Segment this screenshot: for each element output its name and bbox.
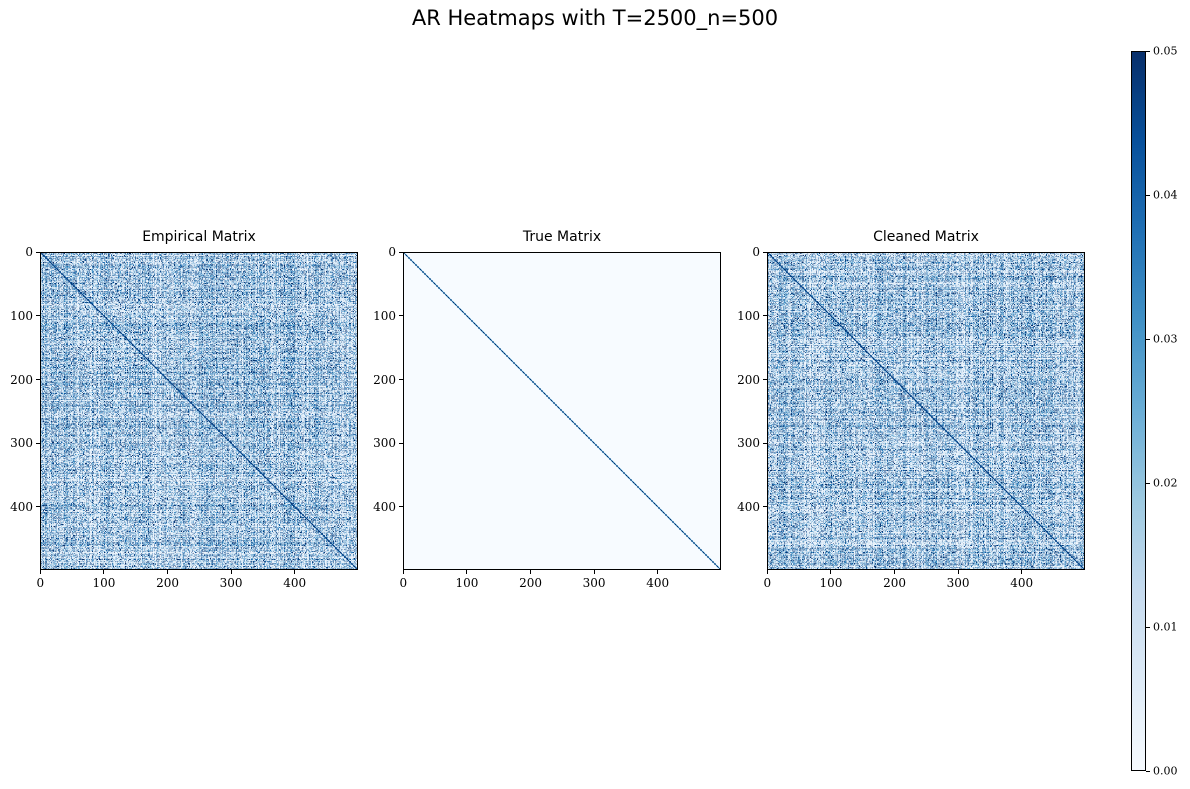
cleaned-x-tick [766, 570, 768, 574]
empirical-y-tick [36, 379, 40, 381]
colorbar-tick [1146, 338, 1150, 340]
cleaned-x-tick-label: 100 [819, 576, 843, 590]
cleaned-x-tick [830, 570, 832, 574]
figure-title: AR Heatmaps with T=2500_n=500 [411, 6, 779, 30]
cleaned-y-tick [763, 251, 767, 253]
empirical-x-tick [167, 570, 169, 574]
true-x-tick [402, 570, 404, 574]
empirical-x-tick-label: 300 [219, 576, 243, 590]
cleaned-x-tick-label: 400 [1010, 576, 1034, 590]
empirical-panel-title: Empirical Matrix [142, 229, 256, 245]
empirical-x-tick [294, 570, 296, 574]
true-heatmap [403, 252, 721, 570]
empirical-x-tick-label: 200 [156, 576, 179, 590]
cleaned-x-tick [957, 570, 959, 574]
empirical-y-tick [36, 442, 40, 444]
true-y-tick [399, 315, 403, 317]
cleaned-x-tick-label: 200 [883, 576, 906, 590]
true-y-tick-label: 200 [373, 372, 396, 387]
true-x-tick [466, 570, 468, 574]
cleaned-y-tick [763, 315, 767, 317]
colorbar-tick [1146, 50, 1150, 52]
true-y-tick [399, 379, 403, 381]
empirical-y-tick-label: 200 [10, 372, 33, 387]
true-y-tick-label: 400 [373, 499, 396, 514]
colorbar-tick [1146, 770, 1150, 772]
colorbar-tick-label: 0.03 [1153, 332, 1178, 346]
colorbar-tick-label: 0.01 [1153, 620, 1178, 634]
colorbar-tick-label: 0.02 [1153, 476, 1178, 490]
cleaned-y-tick-label: 200 [737, 372, 760, 387]
true-y-tick-label: 0 [388, 245, 396, 260]
colorbar-tick-label: 0.05 [1153, 44, 1178, 58]
true-x-tick [657, 570, 659, 574]
cleaned-x-tick-label: 300 [946, 576, 970, 590]
empirical-x-tick [230, 570, 232, 574]
empirical-y-tick-label: 400 [10, 499, 33, 514]
cleaned-x-tick [894, 570, 896, 574]
cleaned-y-tick-label: 300 [737, 436, 760, 451]
colorbar-tick-label: 0.04 [1153, 188, 1178, 202]
empirical-x-tick [103, 570, 105, 574]
cleaned-y-tick-label: 400 [737, 499, 760, 514]
empirical-x-tick-label: 400 [283, 576, 307, 590]
colorbar-tick-label: 0.00 [1153, 764, 1178, 778]
true-x-tick-label: 100 [455, 576, 479, 590]
empirical-x-tick-label: 0 [36, 576, 45, 590]
empirical-y-tick-label: 300 [10, 436, 33, 451]
true-y-tick-label: 100 [373, 308, 396, 323]
empirical-y-tick [36, 251, 40, 253]
colorbar-tick [1146, 626, 1150, 628]
cleaned-y-tick [763, 442, 767, 444]
cleaned-y-tick [763, 506, 767, 508]
true-x-tick [593, 570, 595, 574]
true-x-tick-label: 0 [399, 576, 408, 590]
empirical-heatmap [40, 252, 358, 570]
true-y-tick-label: 300 [373, 436, 396, 451]
cleaned-y-tick-label: 0 [752, 245, 760, 260]
true-y-tick [399, 251, 403, 253]
empirical-y-tick [36, 315, 40, 317]
empirical-x-tick-label: 100 [92, 576, 116, 590]
true-panel-title: True Matrix [522, 229, 602, 245]
empirical-y-tick [36, 506, 40, 508]
true-y-tick [399, 442, 403, 444]
colorbar-tick [1146, 482, 1150, 484]
true-x-tick-label: 300 [582, 576, 606, 590]
empirical-y-tick-label: 0 [25, 245, 33, 260]
cleaned-heatmap [767, 252, 1085, 570]
empirical-x-tick [39, 570, 41, 574]
true-x-tick [530, 570, 532, 574]
true-x-tick-label: 400 [646, 576, 670, 590]
cleaned-x-tick-label: 0 [763, 576, 772, 590]
cleaned-y-tick-label: 100 [737, 308, 760, 323]
cleaned-x-tick [1021, 570, 1023, 574]
cleaned-y-tick [763, 379, 767, 381]
cleaned-panel-title: Cleaned Matrix [873, 229, 979, 245]
colorbar-tick [1146, 194, 1150, 196]
colorbar-gradient [1131, 51, 1146, 771]
true-x-tick-label: 200 [519, 576, 542, 590]
empirical-y-tick-label: 100 [10, 308, 33, 323]
true-y-tick [399, 506, 403, 508]
